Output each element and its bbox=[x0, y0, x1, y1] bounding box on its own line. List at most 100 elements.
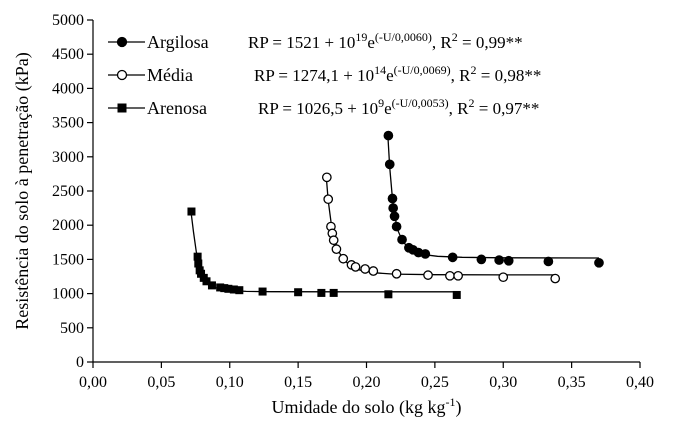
fit-curve-1 bbox=[325, 175, 556, 276]
x-tick-label: 0,15 bbox=[284, 374, 312, 391]
y-tick-label: 5000 bbox=[52, 12, 84, 29]
y-tick-label: 1500 bbox=[52, 251, 84, 268]
equation-part: = 0,97** bbox=[474, 99, 539, 118]
equation-part: e bbox=[367, 33, 375, 52]
data-point bbox=[328, 235, 339, 246]
data-point bbox=[329, 288, 338, 297]
data-point bbox=[594, 257, 604, 268]
x-tick-label: 0,30 bbox=[489, 374, 517, 391]
equation-part: , R bbox=[451, 66, 472, 85]
data-point bbox=[389, 211, 400, 222]
equation-part: = 0,98** bbox=[476, 66, 541, 85]
x-axis-title: Umidade do solo (kg kg-1) bbox=[272, 395, 462, 418]
equations: RP = 1521 + 1019e(-U/0,0060), R2 = 0,99*… bbox=[248, 30, 541, 118]
equation-text: RP = 1521 + 1019e(-U/0,0060), R2 = 0,99*… bbox=[248, 30, 523, 52]
data-point bbox=[397, 234, 407, 245]
y-tick-label: 0 bbox=[76, 354, 84, 371]
data-point bbox=[202, 277, 211, 286]
data-point bbox=[420, 249, 431, 259]
data-point bbox=[216, 283, 225, 292]
legend: Argilosa Média Arenosa bbox=[108, 32, 209, 118]
equation-part: RP = 1026,5 + 10 bbox=[258, 99, 378, 118]
data-point bbox=[543, 256, 554, 267]
equation-superscript: 14 bbox=[374, 63, 386, 77]
legend-label: Arenosa bbox=[147, 98, 207, 118]
data-point bbox=[388, 203, 399, 213]
y-tick-label: 3500 bbox=[52, 115, 84, 132]
legend-marker bbox=[116, 36, 128, 48]
data-point bbox=[447, 252, 458, 263]
data-point bbox=[323, 194, 334, 205]
y-tick-label: 1000 bbox=[52, 286, 84, 303]
data-point bbox=[391, 268, 402, 279]
equation-text: RP = 1274,1 + 1014e(-U/0,0069), R2 = 0,9… bbox=[254, 63, 541, 85]
data-point bbox=[207, 281, 216, 290]
data-point bbox=[453, 270, 463, 281]
data-point bbox=[452, 290, 461, 299]
x-axis-title-close: ) bbox=[455, 397, 461, 418]
equation-part: RP = 1274,1 + 10 bbox=[254, 66, 374, 85]
equation-part: , R bbox=[449, 99, 470, 118]
y-tick-label: 2500 bbox=[52, 183, 84, 200]
y-tick-label: 4500 bbox=[52, 46, 84, 63]
data-point bbox=[423, 270, 433, 280]
data-point bbox=[331, 244, 342, 254]
y-axis-title: Resistência do solo à penetração (kPa) bbox=[12, 52, 33, 329]
legend-marker bbox=[116, 69, 128, 81]
data-point bbox=[229, 285, 238, 294]
equation-superscript: (-U/0,0069) bbox=[394, 63, 451, 77]
data-point bbox=[391, 221, 402, 232]
data-point bbox=[187, 207, 196, 216]
data-point bbox=[258, 287, 267, 296]
data-point bbox=[550, 273, 561, 284]
legend-marker bbox=[117, 103, 127, 113]
data-point bbox=[317, 288, 326, 297]
x-tick-label: 0,05 bbox=[147, 374, 175, 391]
equation-superscript: (-U/0,0060) bbox=[375, 30, 432, 44]
data-point bbox=[368, 266, 379, 276]
equation-superscript: 2 bbox=[470, 63, 476, 77]
data-point bbox=[384, 159, 395, 170]
y-tick-label: 500 bbox=[60, 320, 84, 337]
y-tick-label: 2000 bbox=[52, 217, 84, 234]
equation-superscript: (-U/0,0053) bbox=[392, 96, 449, 110]
data-point bbox=[321, 172, 332, 183]
equation-superscript: 9 bbox=[378, 96, 384, 110]
data-point bbox=[224, 284, 233, 293]
y-tick-label: 4000 bbox=[52, 80, 84, 97]
data-points bbox=[187, 130, 604, 299]
x-tick-label: 0,00 bbox=[79, 374, 107, 391]
data-point bbox=[197, 269, 206, 278]
data-point bbox=[476, 254, 487, 265]
equation-superscript: 2 bbox=[452, 30, 458, 44]
data-point bbox=[360, 264, 370, 274]
data-point bbox=[235, 286, 244, 295]
x-tick-label: 0,20 bbox=[353, 374, 381, 391]
x-tick-label: 0,10 bbox=[216, 374, 244, 391]
axes: 0 500 1000 1500 2000 2500 3000 3500 4000 4500 5000… bbox=[52, 12, 654, 391]
legend-label: Média bbox=[147, 65, 193, 85]
x-tick-label: 0,35 bbox=[558, 374, 586, 391]
data-point bbox=[350, 262, 361, 272]
data-point bbox=[503, 255, 514, 266]
x-tick-label: 0,25 bbox=[421, 374, 449, 391]
data-point bbox=[494, 255, 504, 265]
data-point bbox=[220, 284, 229, 293]
data-point bbox=[445, 270, 455, 281]
data-point bbox=[294, 288, 303, 297]
equation-superscript: 2 bbox=[468, 96, 474, 110]
x-axis-title-superscript: -1 bbox=[445, 395, 455, 409]
legend-label: Argilosa bbox=[147, 32, 209, 52]
x-tick-label: 0,40 bbox=[626, 374, 654, 391]
fit-curve-0 bbox=[387, 132, 600, 259]
equation-part: , R bbox=[432, 33, 453, 52]
equation-part: e bbox=[384, 99, 392, 118]
equation-part: e bbox=[386, 66, 394, 85]
data-point bbox=[193, 252, 202, 261]
x-axis-title-main: Umidade do solo (kg kg bbox=[272, 397, 446, 418]
equation-text: RP = 1026,5 + 109e(-U/0,0053), R2 = 0,97… bbox=[258, 96, 539, 118]
data-point bbox=[387, 193, 398, 204]
y-tick-label: 3000 bbox=[52, 149, 84, 166]
data-point bbox=[384, 290, 393, 299]
